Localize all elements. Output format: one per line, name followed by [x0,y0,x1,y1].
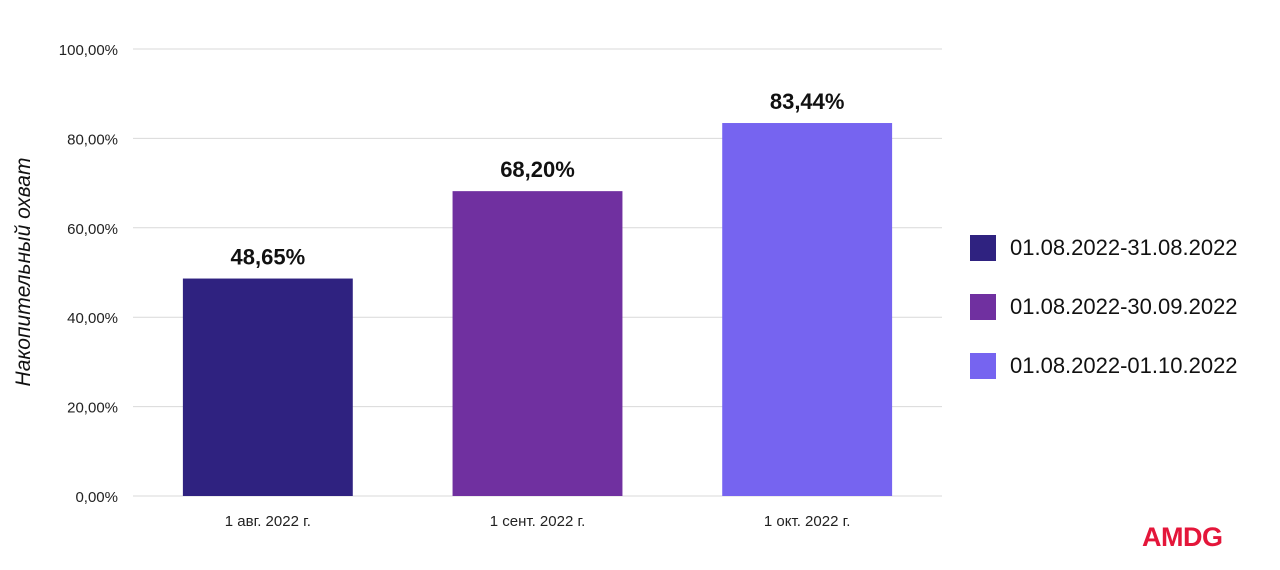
y-tick-label: 60,00% [67,221,118,238]
bars [182,123,893,497]
legend-swatch [970,353,996,379]
legend-item: 01.08.2022-01.10.2022 [970,348,1238,384]
data-label: 68,20% [500,157,575,182]
legend-item: 01.08.2022-31.08.2022 [970,230,1238,266]
legend-item: 01.08.2022-30.09.2022 [970,289,1238,325]
data-label: 83,44% [770,89,845,114]
data-labels: 48,65% 68,20% 83,44% [231,89,845,270]
data-label: 48,65% [231,245,306,270]
y-tick-label: 80,00% [67,131,118,148]
x-axis-ticks: 1 авг. 2022 г. 1 сент. 2022 г. 1 окт. 2022… [225,513,851,530]
x-tick-label: 1 окт. 2022 г. [764,513,850,530]
legend-label: 01.08.2022-30.09.2022 [1010,294,1238,319]
y-tick-label: 0,00% [75,489,118,506]
x-tick-label: 1 авг. 2022 г. [225,513,311,530]
legend-label: 01.08.2022-01.10.2022 [1010,353,1238,378]
y-axis-title: Накопительный охват [12,158,35,387]
y-tick-label: 20,00% [67,400,118,417]
x-tick-label: 1 сент. 2022 г. [490,513,586,530]
y-axis-ticks: 0,00% 20,00% 40,00% 60,00% 80,00% 100,00% [59,42,118,506]
legend: 01.08.2022-31.08.2022 01.08.2022-30.09.2… [970,230,1238,407]
y-tick-label: 40,00% [67,310,118,327]
bar [722,123,893,497]
bar [182,278,353,496]
legend-label: 01.08.2022-31.08.2022 [1010,235,1238,260]
legend-swatch [970,235,996,261]
legend-swatch [970,294,996,320]
y-tick-label: 100,00% [59,42,118,59]
bar [452,191,623,496]
brand-logo: AMDG [1142,522,1223,552]
